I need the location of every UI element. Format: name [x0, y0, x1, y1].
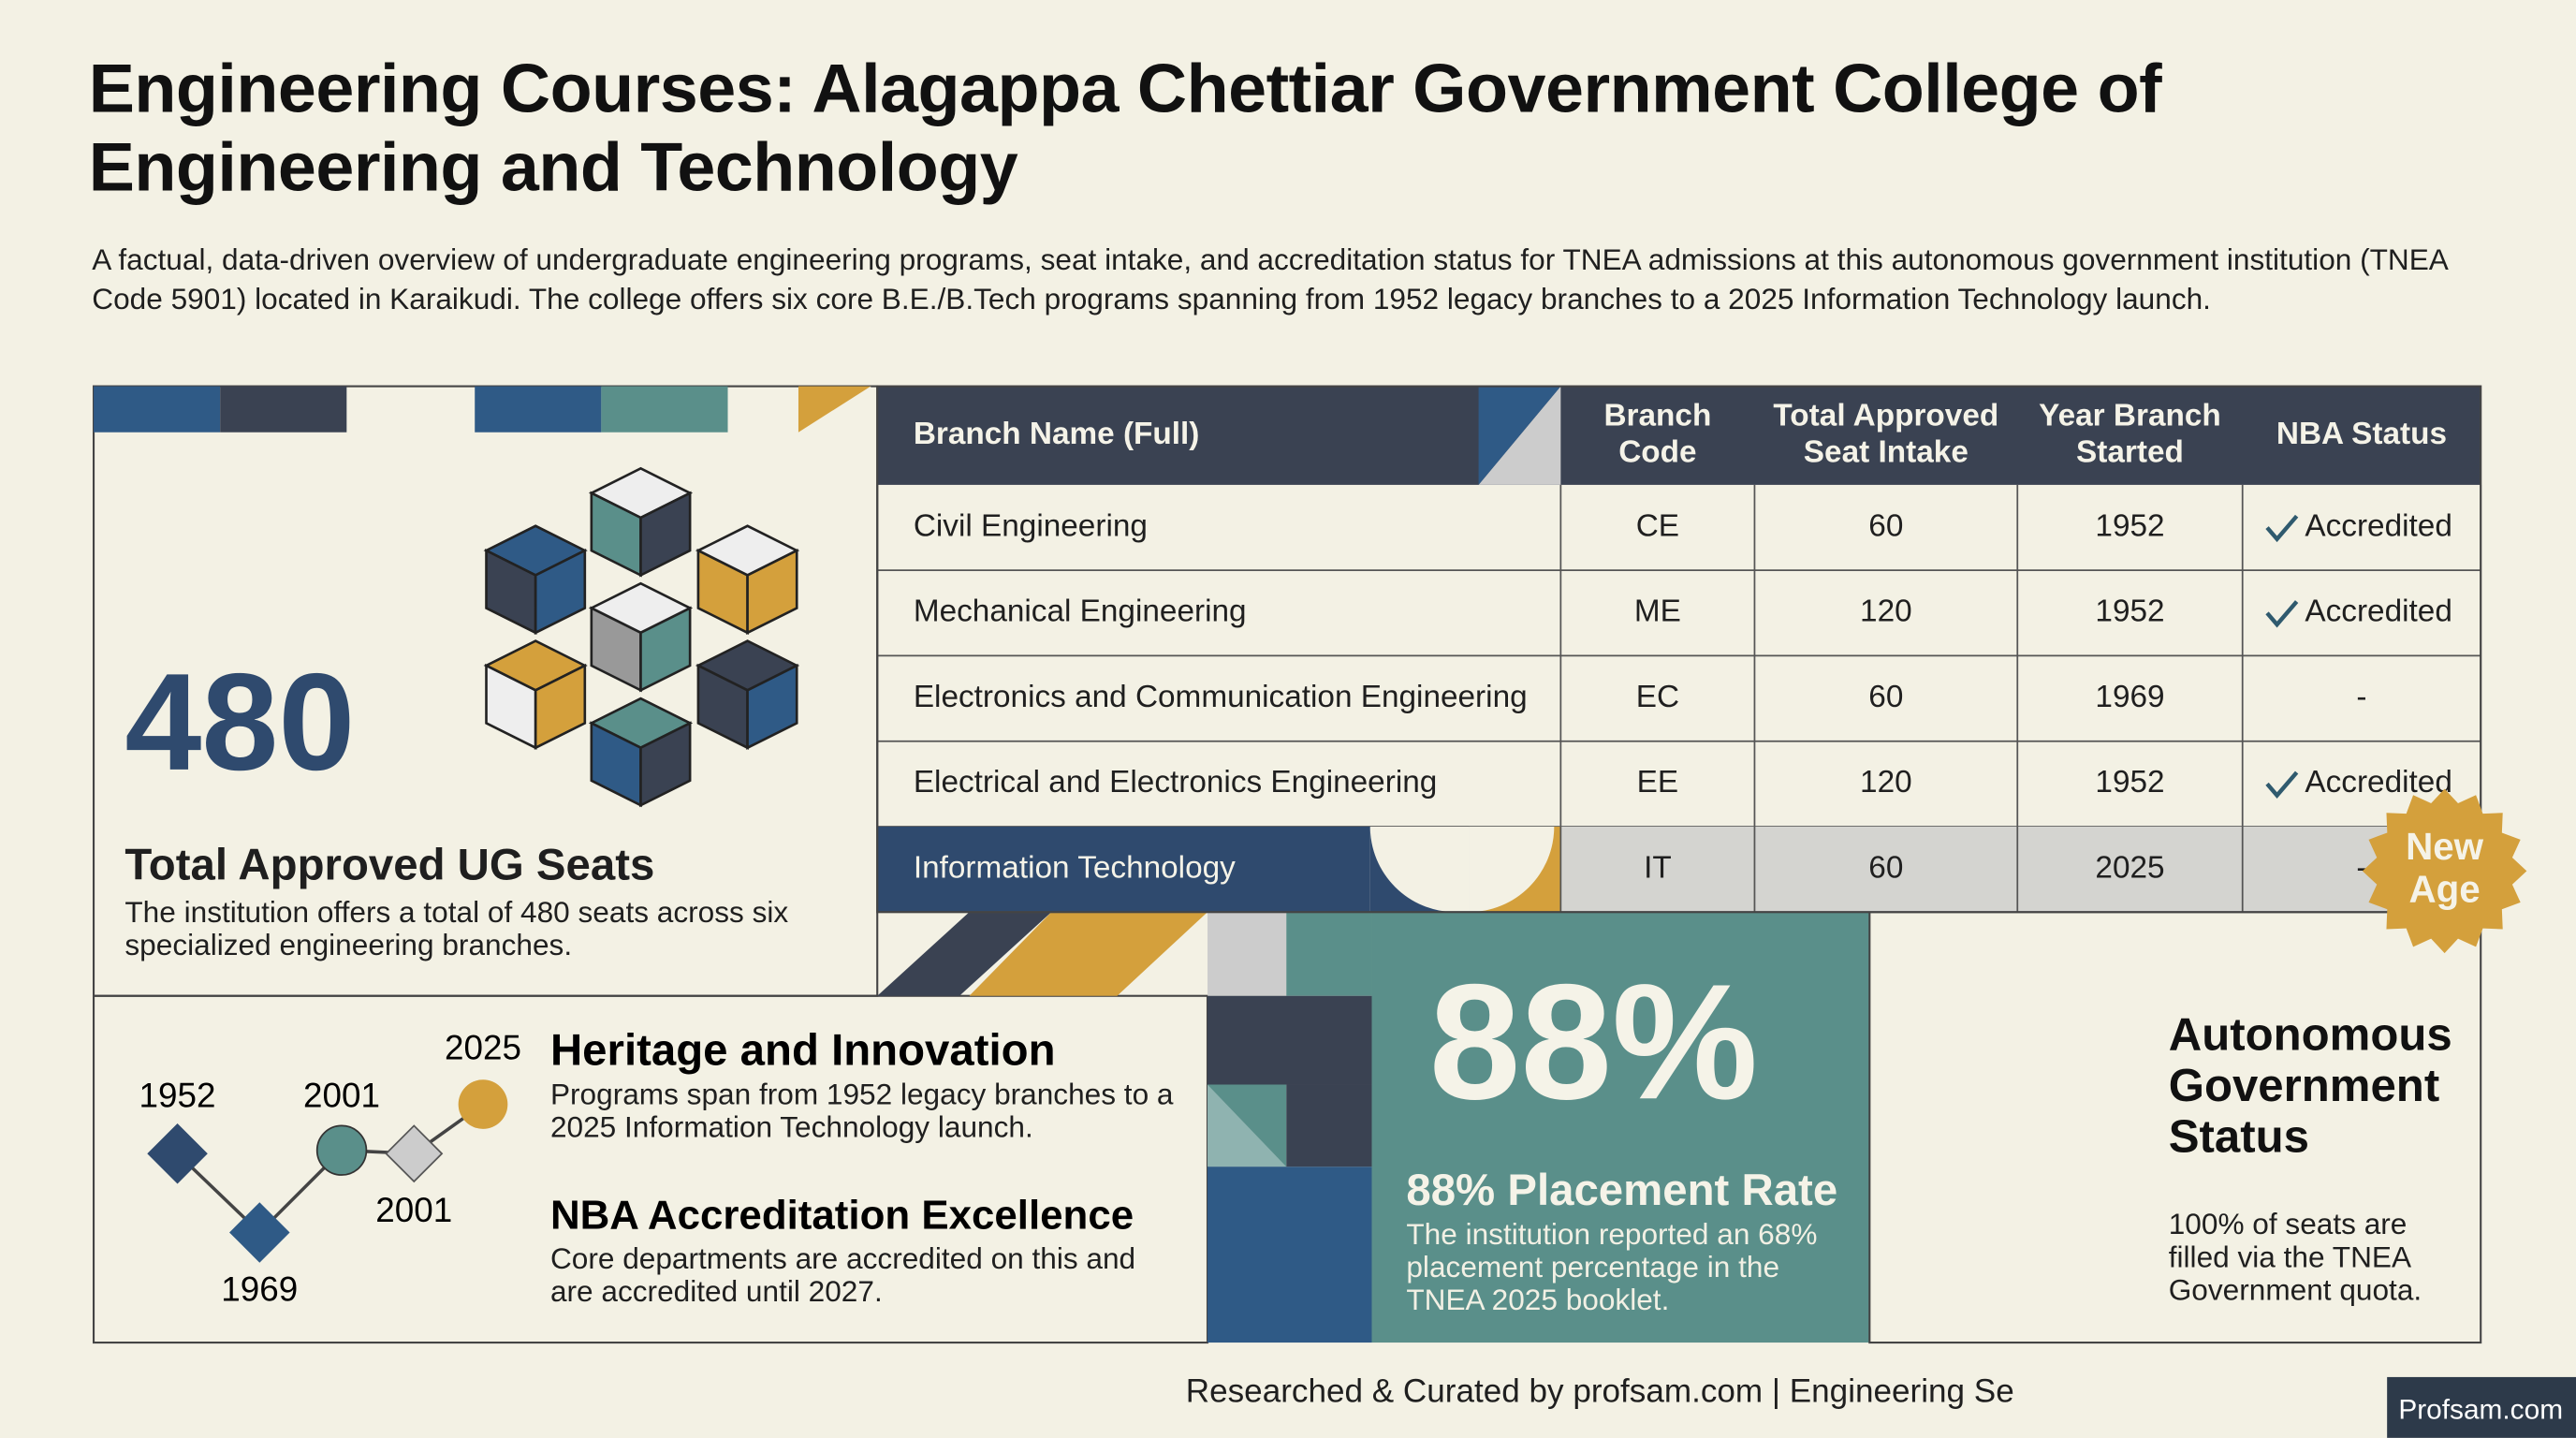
- column-header-box: Branch Code: [1603, 399, 1712, 471]
- column-header: Branch Name (Full): [914, 417, 1200, 451]
- table-header: [877, 386, 2481, 485]
- column-header-box: Total Approved Seat Intake: [1773, 399, 1999, 471]
- branch-name: Information Technology: [914, 850, 1236, 885]
- cell: 1969: [2095, 680, 2164, 714]
- cell: 1952: [2095, 594, 2164, 629]
- footer: Researched & Curated by profsam.com | En…: [1186, 1373, 2014, 1410]
- deco: [220, 386, 347, 433]
- cell: 120: [1860, 594, 1912, 629]
- subtitle: A factual, data-driven overview of under…: [92, 242, 2448, 316]
- nba-text-box: Core departments are accredited on this …: [549, 1242, 1136, 1309]
- cell: IT: [1644, 850, 1672, 885]
- nba-text: Core departments are accredited on this …: [549, 1242, 1136, 1309]
- deco: [601, 386, 728, 433]
- timeline-label: 1969: [221, 1269, 298, 1308]
- timeline-label: 2025: [445, 1028, 521, 1066]
- deco: [475, 386, 602, 433]
- cell: -: [2356, 680, 2366, 714]
- nba-status: Accredited: [2305, 594, 2452, 629]
- nba-status: Accredited: [2305, 508, 2452, 543]
- title: Engineering Courses: Alagappa Chettiar G…: [88, 49, 2162, 206]
- seats-text-box: The institution offers a total of 480 se…: [124, 895, 789, 961]
- badge-text: New Age: [2406, 825, 2484, 911]
- cell: 60: [1868, 680, 1903, 714]
- cell: CE: [1636, 508, 1679, 543]
- branch-name: Mechanical Engineering: [914, 594, 1247, 629]
- column-header: Branch Code: [1603, 399, 1712, 471]
- cell: 60: [1868, 850, 1903, 885]
- check-icon: [2265, 770, 2299, 799]
- autonomous-title: Autonomous Government Status: [2168, 1008, 2452, 1162]
- column-header-box: NBA Status: [2276, 417, 2448, 452]
- branch-name: Electrical and Electronics Engineering: [914, 765, 1437, 800]
- timeline-label: 2001: [375, 1191, 452, 1229]
- timeline-label: 2001: [303, 1076, 380, 1114]
- subtitle-box: A factual, data-driven overview of under…: [92, 242, 2448, 316]
- cell: ME: [1634, 594, 1681, 629]
- nba-title: NBA Accreditation Excellence: [550, 1192, 1134, 1238]
- placement-text: The institution reported an 68% placemen…: [1406, 1217, 1818, 1316]
- seats-value: 480: [124, 646, 355, 800]
- new-age-badge: [2362, 788, 2527, 954]
- cell: 60: [1868, 508, 1903, 543]
- column-header: Year Branch Started: [2039, 399, 2221, 471]
- timeline-label: 1952: [139, 1076, 216, 1114]
- column-header: Total Approved Seat Intake: [1773, 399, 1999, 471]
- cell: EE: [1637, 765, 1678, 800]
- placement-text-box: The institution reported an 68% placemen…: [1406, 1217, 1818, 1316]
- cube-illustration: [483, 466, 800, 808]
- heritage-text: Programs span from 1952 legacy branches …: [549, 1078, 1174, 1144]
- check-icon: [2265, 600, 2299, 628]
- deco: [94, 386, 221, 433]
- logo: Profsam.com: [2398, 1395, 2563, 1426]
- deco: [1469, 826, 1561, 913]
- heritage-title: Heritage and Innovation: [550, 1026, 1056, 1076]
- placement-title: 88% Placement Rate: [1406, 1166, 1837, 1215]
- logo-bg: [2387, 1376, 2576, 1438]
- cell: 2025: [2095, 850, 2164, 885]
- autonomous-text: 100% of seats are filled via the TNEA Go…: [2168, 1208, 2422, 1307]
- branch-name: Electronics and Communication Engineerin…: [914, 680, 1528, 714]
- deco-blocks: [877, 912, 1372, 1343]
- seats-text: The institution offers a total of 480 se…: [124, 895, 789, 961]
- heritage-text-box: Programs span from 1952 legacy branches …: [549, 1078, 1174, 1144]
- title-box: Engineering Courses: Alagappa Chettiar G…: [88, 49, 2162, 206]
- row-bg: [877, 826, 1370, 913]
- branch-name: Civil Engineering: [914, 508, 1148, 543]
- column-header: NBA Status: [2276, 417, 2448, 452]
- cell: 1952: [2095, 508, 2164, 543]
- autonomous-title-box: Autonomous Government Status: [2168, 1008, 2452, 1162]
- badge-box: New Age: [2406, 825, 2484, 911]
- cell: -: [2356, 850, 2366, 885]
- placement-value: 88%: [1429, 950, 1758, 1134]
- seats-title: Total Approved UG Seats: [124, 840, 654, 889]
- autonomous-text-box: 100% of seats are filled via the TNEA Go…: [2168, 1208, 2422, 1307]
- deco: [1369, 826, 1470, 913]
- cell: 1952: [2095, 765, 2164, 800]
- cell: EC: [1636, 680, 1679, 714]
- placement-panel: [1371, 912, 1870, 1343]
- cell: 120: [1860, 765, 1912, 800]
- column-header-box: Year Branch Started: [2039, 399, 2221, 471]
- row-bg: [1560, 826, 2481, 913]
- branch-table: Branch Name (Full) Branch Code Total Appro…: [876, 385, 2482, 914]
- table-frame: [876, 385, 2482, 914]
- nba-status: Accredited: [2305, 765, 2452, 800]
- deco: [1478, 386, 1561, 485]
- check-icon: [2265, 514, 2299, 543]
